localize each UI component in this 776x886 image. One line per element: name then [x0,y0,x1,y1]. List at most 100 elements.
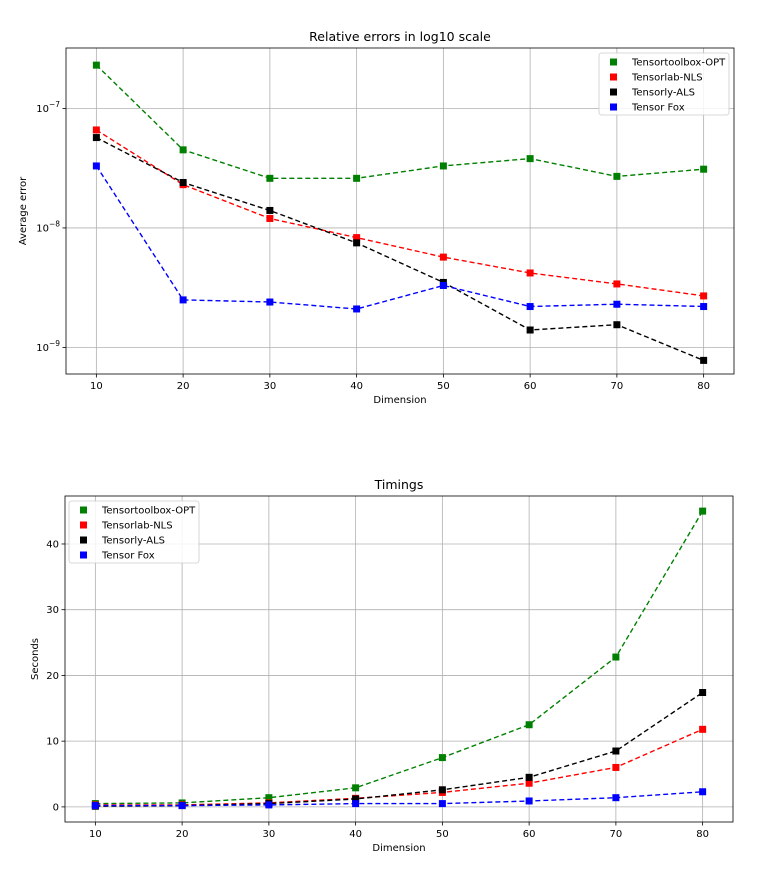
x-tick-label: 10 [89,829,102,840]
x-tick-label: 80 [697,381,710,392]
legend-box [598,52,730,116]
series-line [95,165,704,310]
y-tick-label: 10−8 [36,219,60,234]
series-tensor-fox [91,788,707,810]
data-point [353,239,361,247]
data-point [700,356,708,364]
data-point [265,794,273,802]
series-line [95,64,704,180]
series-tensorly-als [91,689,707,810]
series-line [95,728,703,806]
y-tick-label: 0 [53,802,59,813]
data-point [92,61,100,69]
chart-title: Timings [374,477,424,492]
data-point [613,172,621,180]
data-point [525,797,533,805]
x-tick-label: 20 [177,381,190,392]
y-tick-label: 20 [46,671,59,682]
data-point [92,162,100,170]
data-point [179,178,187,186]
legend-label: Tensorlab-NLS [631,73,703,84]
data-point [353,174,361,182]
plot-frame [64,495,734,823]
data-point [613,280,621,288]
data-point [525,779,533,787]
data-point [612,794,620,802]
x-tick-label: 70 [611,381,624,392]
data-point [525,773,533,781]
data-point [179,146,187,154]
y-tick-label: 30 [46,605,59,616]
data-point [439,253,447,261]
series-tensor-fox [92,162,708,313]
legend-marker [610,88,617,96]
series-line [95,791,703,807]
legend-marker [80,536,87,544]
data-point [353,234,361,242]
y-axis-label: Seconds [30,638,41,680]
x-tick-label: 40 [350,381,363,392]
error-chart: 10 20 30 40 50 60 70 80 10−9 10−8 10−7 Relative err… [18,29,735,406]
data-point [266,214,274,222]
x-tick-label: 50 [437,381,450,392]
data-point [438,754,446,762]
x-tick-label: 60 [524,381,537,392]
data-point [612,747,620,755]
series-tensorly-als [92,134,708,364]
data-point [612,763,620,771]
data-point [526,155,534,163]
data-point [266,206,274,214]
data-point [266,298,274,306]
x-tick-label: 80 [696,829,709,840]
legend-label: Tensor Fox [101,551,155,562]
legend-marker [80,551,87,559]
x-axis-label: Dimension [373,395,426,406]
legend: Tensortoolbox-OPT Tensorlab-NLS Tensorly-A… [68,500,200,564]
legend-label: Tensorlab-NLS [101,521,173,532]
data-point [92,134,100,142]
data-point [700,165,708,173]
y-tick-label: 10−9 [36,339,60,354]
data-point [439,281,447,289]
legend-box [68,500,200,564]
data-point [526,303,534,311]
legend-label: Tensortoolbox-OPT [101,506,196,517]
legend-marker [610,103,617,111]
data-point [438,786,446,794]
data-point [699,788,707,796]
data-point [352,795,360,803]
y-tick-label: 10−7 [36,100,60,115]
data-point [700,292,708,300]
legend-label: Tensor Fox [631,103,685,114]
legend-marker [80,506,87,514]
data-point [613,321,621,329]
data-point [352,784,360,792]
legend-label: Tensorly-ALS [101,536,165,547]
data-point [699,507,707,515]
y-tick-label: 10 [46,737,59,748]
series-line [96,136,704,362]
chart-title: Relative errors in log10 scale [309,29,491,44]
data-point [438,800,446,808]
data-point [439,162,447,170]
data-point [699,689,707,697]
data-point [178,802,186,810]
y-tick-label: 40 [46,539,59,550]
x-tick-label: 20 [176,829,189,840]
data-point [265,801,273,809]
series-tensortoolbox-opt [92,61,708,182]
data-point [526,269,534,277]
data-point [91,802,99,810]
data-point [613,300,621,308]
x-tick-label: 30 [263,829,276,840]
data-point [700,303,708,311]
timing-chart: 10 20 30 40 50 60 70 80 0 10 20 30 40 Timings Dimensio… [30,477,734,854]
plot-frame [65,47,735,375]
legend: Tensortoolbox-OPT Tensorlab-NLS Tensorly-A… [598,52,730,116]
data-point [526,326,534,334]
data-point [612,653,620,661]
data-point [266,174,274,182]
x-tick-label: 60 [523,829,536,840]
data-point [92,126,100,134]
